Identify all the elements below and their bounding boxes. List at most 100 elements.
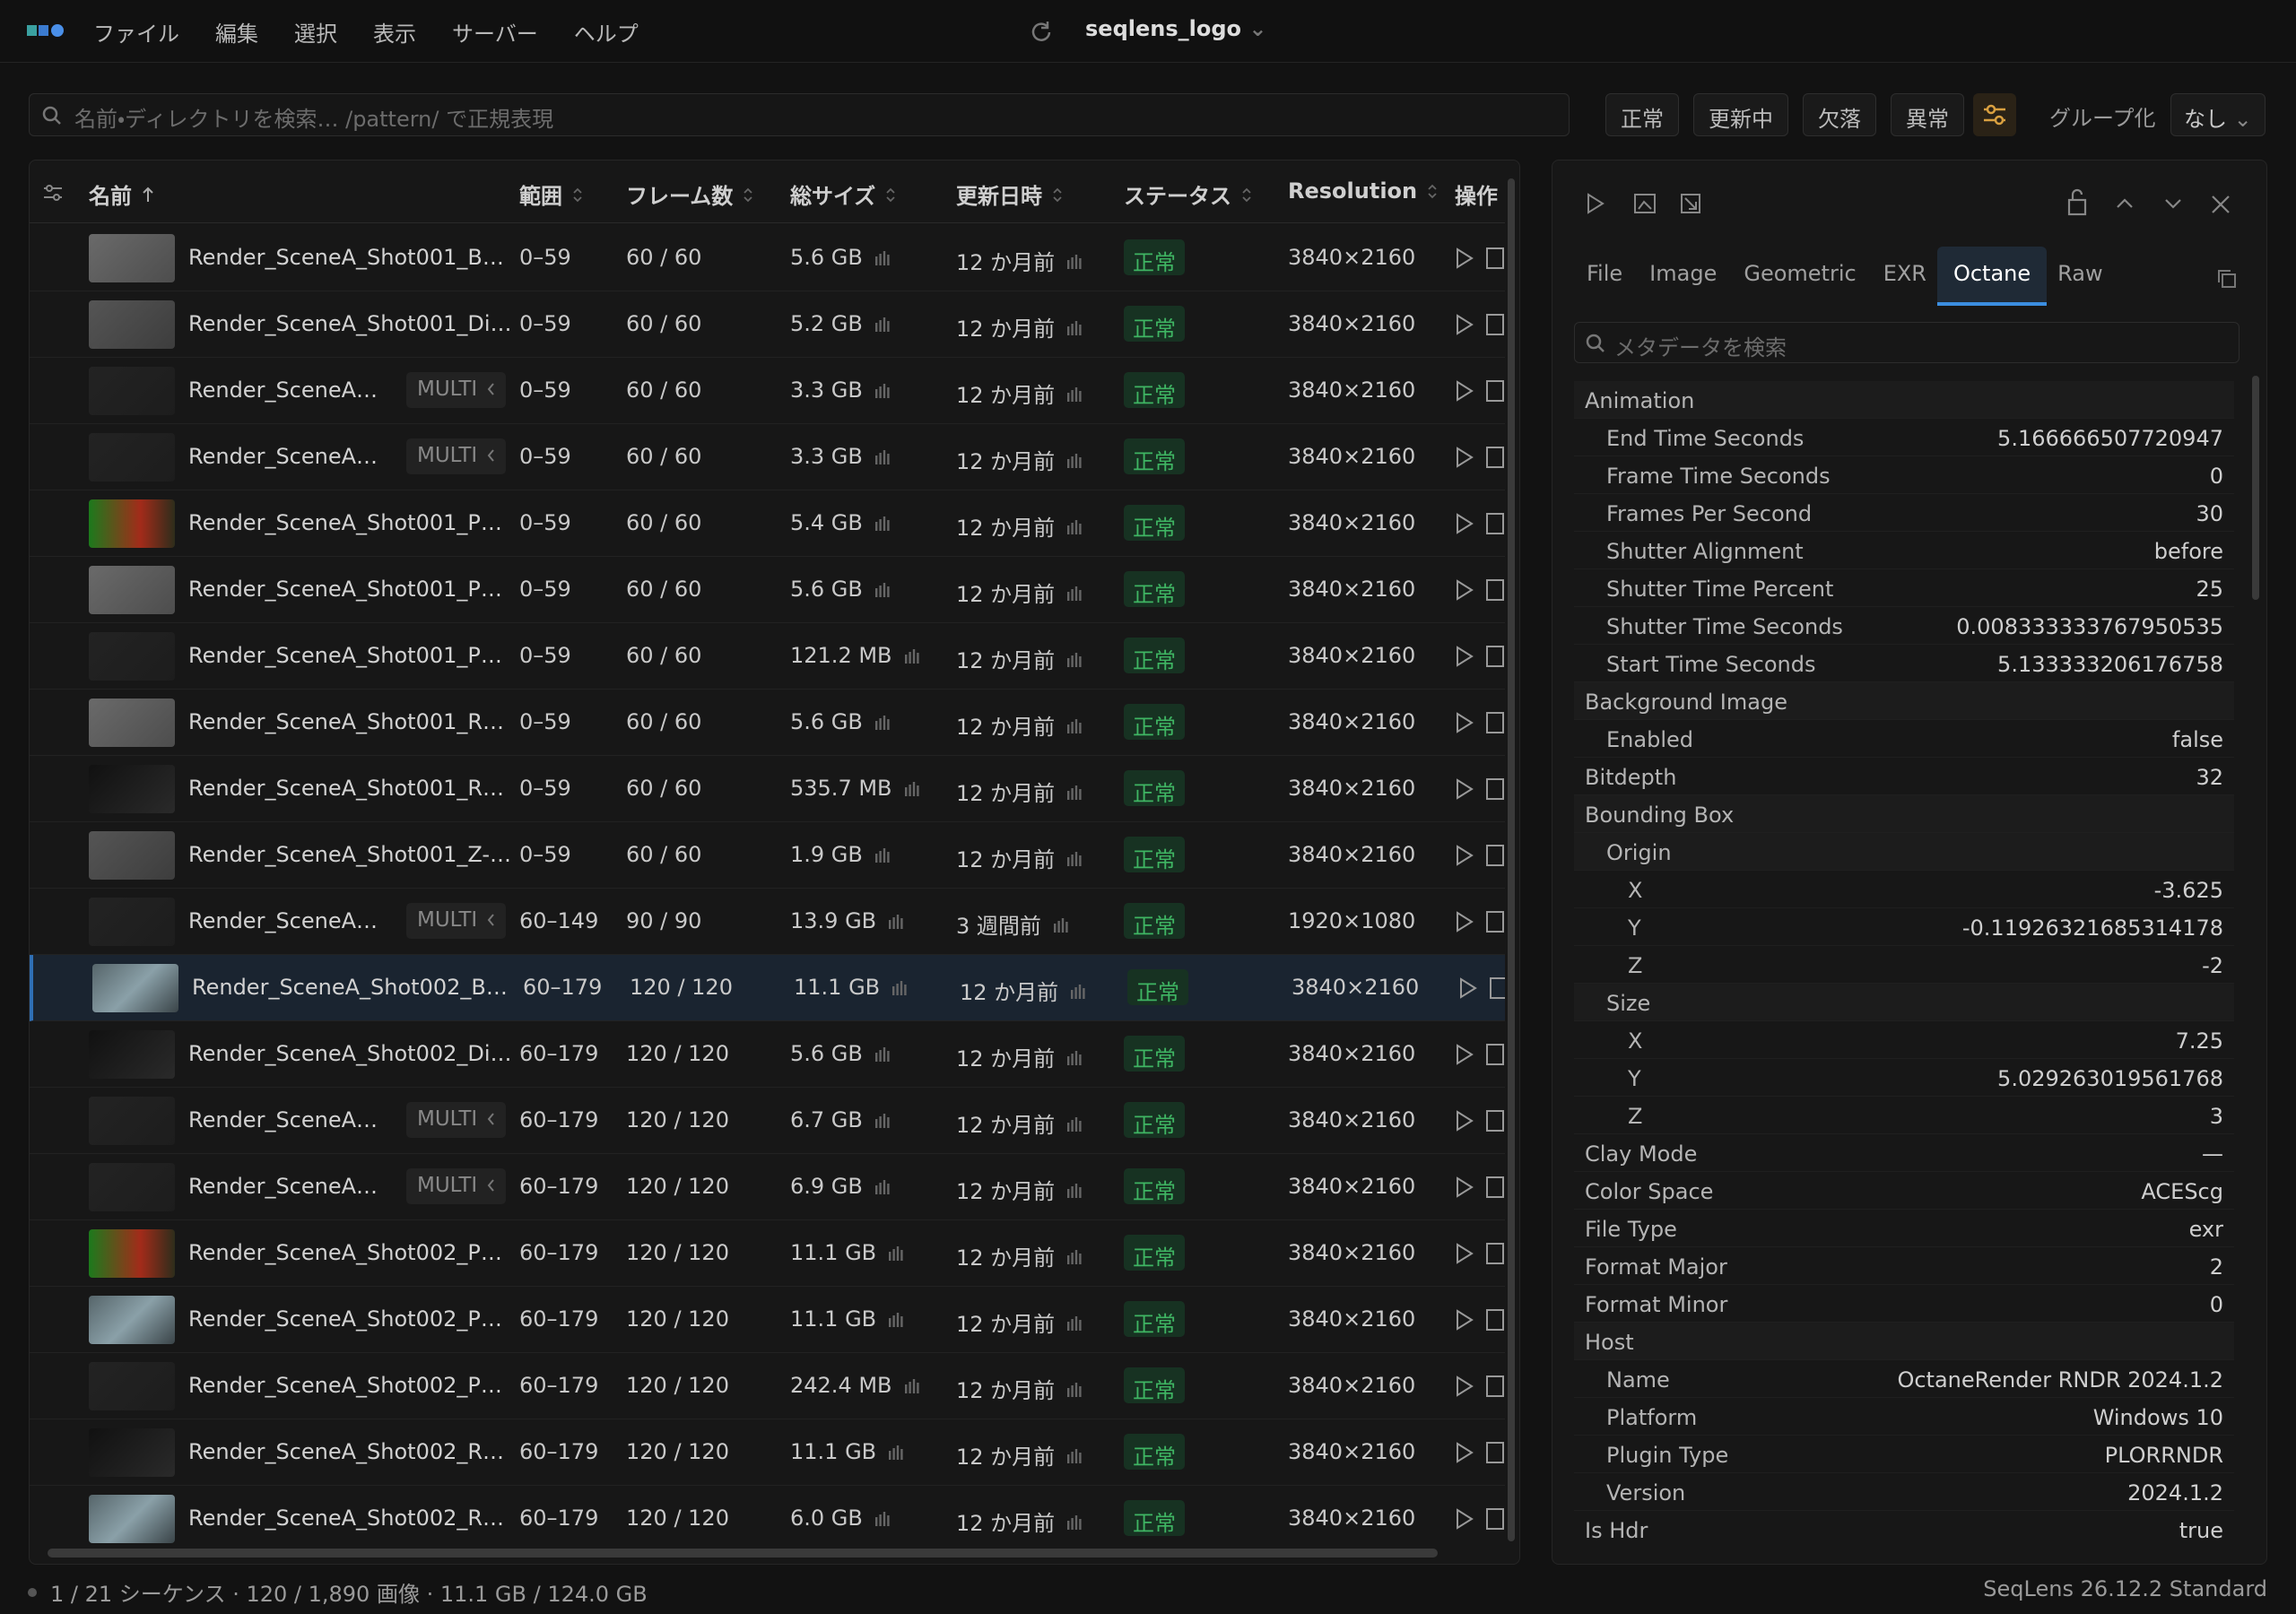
column-header[interactable]: Resolution [1288, 178, 1439, 204]
filter-button[interactable]: 異常 [1891, 93, 1964, 136]
sequence-row[interactable]: Render_SceneA_Shot001_P… 0–59 60 / 60 121.2… [30, 623, 1505, 690]
sequence-row[interactable]: Render_SceneA_Shot001_Di… 0–59 60 / 60 5.2 … [30, 291, 1505, 358]
frame-count: 120 / 120 [626, 1107, 729, 1132]
sequence-row[interactable]: Render_SceneA… MULTI 60–179 120 / 120 6.9 GB… [30, 1154, 1505, 1220]
row-actions[interactable] [1458, 976, 1505, 1002]
tab[interactable]: File [1587, 261, 1623, 286]
tab[interactable]: EXR [1883, 261, 1926, 286]
sequence-name: Render_SceneA_Shot001_P… [188, 577, 502, 602]
document-title[interactable]: seqlens_logo ⌄ [1085, 16, 1266, 41]
sequence-row[interactable]: Render_SceneA_Shot002_P… 60–179 120 / 120 1… [30, 1287, 1505, 1353]
updated-at: 12 か月前 [956, 1439, 1082, 1471]
menu-item[interactable]: ヘルプ [573, 21, 639, 47]
row-actions[interactable] [1455, 645, 1505, 670]
row-actions[interactable] [1455, 1375, 1505, 1400]
column-header[interactable]: 操作 [1455, 178, 1498, 210]
sequence-row[interactable]: Render_SceneA_Shot001_P… 0–59 60 / 60 5.6 G… [30, 557, 1505, 623]
badge-text: MULTI [417, 1107, 478, 1131]
column-header[interactable]: フレーム数 [626, 178, 754, 210]
size-chart [874, 714, 890, 730]
sequence-row[interactable]: Render_SceneA_Shot001_B… 0–59 60 / 60 5.6 G… [30, 225, 1505, 291]
sparkline-icon [1067, 1183, 1082, 1198]
size-text: 1.9 GB [790, 842, 863, 867]
chevron-icon [487, 449, 494, 462]
menu-item[interactable]: 編集 [215, 21, 258, 47]
sequence-row[interactable]: Render_SceneA… MULTI 60–149 90 / 90 13.9 GB 3… [30, 889, 1505, 955]
panel-controls[interactable] [2066, 187, 2245, 218]
row-actions[interactable] [1455, 711, 1505, 736]
filter-button[interactable]: 欠落 [1803, 93, 1876, 136]
total-size: 11.1 GB [790, 1240, 903, 1265]
column-header[interactable]: 範囲 [519, 178, 584, 210]
filter-settings-button[interactable] [1973, 93, 2016, 136]
sequence-row[interactable]: Render_SceneA_Shot002_B… 60–179 120 / 120 1… [30, 955, 1505, 1021]
sequence-row[interactable]: Render_SceneA_Shot001_P… 0–59 60 / 60 5.4 G… [30, 490, 1505, 557]
menu-item[interactable]: 選択 [294, 21, 337, 47]
sparkline-icon [889, 1313, 903, 1327]
tab[interactable]: Raw [2057, 261, 2103, 286]
row-actions[interactable] [1455, 1507, 1505, 1532]
property-row: Bounding Box [1574, 795, 2234, 833]
sequence-row[interactable]: Render_SceneA… MULTI 60–179 120 / 120 6.7 GB… [30, 1088, 1505, 1154]
panel-actions[interactable] [1585, 191, 1701, 218]
action-icons [1457, 513, 1504, 534]
updated-at: 12 か月前 [956, 842, 1082, 873]
row-actions[interactable] [1455, 446, 1505, 471]
refresh-icon[interactable] [1030, 20, 1053, 43]
sequence-row[interactable]: Render_SceneA_Shot001_Z-… 0–59 60 / 60 1.9 … [30, 822, 1505, 889]
panel-scrollbar[interactable] [2252, 376, 2259, 600]
tab[interactable]: Octane [1936, 247, 2048, 306]
column-header[interactable]: ステータス [1124, 178, 1253, 210]
sequence-row[interactable]: Render_SceneA_Shot002_R… 60–179 120 / 120 6… [30, 1486, 1505, 1543]
horizontal-scrollbar[interactable] [48, 1549, 1438, 1558]
column-settings-icon[interactable] [42, 182, 64, 204]
row-actions[interactable] [1455, 313, 1505, 338]
sparkline-icon [1067, 1315, 1082, 1331]
menu-item[interactable]: 表示 [373, 21, 416, 47]
row-actions[interactable] [1455, 1308, 1505, 1333]
property-row: Host [1574, 1323, 2234, 1360]
row-actions[interactable] [1455, 512, 1505, 537]
column-header[interactable]: 総サイズ [790, 178, 897, 210]
sequence-row[interactable]: Render_SceneA_Shot002_R… 60–179 120 / 120 1… [30, 1419, 1505, 1486]
column-header[interactable]: 名前 [89, 178, 155, 210]
property-label: Is Hdr [1585, 1518, 1648, 1543]
row-actions[interactable] [1455, 844, 1505, 869]
sequence-row[interactable]: Render_SceneA_Shot001_R… 0–59 60 / 60 535.7… [30, 756, 1505, 822]
property-row: Shutter Alignment before [1574, 532, 2234, 569]
row-actions[interactable] [1455, 247, 1505, 272]
total-size: 11.1 GB [794, 975, 907, 1000]
tab[interactable]: Image [1649, 261, 1718, 286]
sparkline-icon [874, 251, 890, 265]
sequence-row[interactable]: Render_SceneA… MULTI 0–59 60 / 60 3.3 GB 12 か… [30, 358, 1505, 424]
tab[interactable]: Geometric [1744, 261, 1857, 286]
metadata-search-input[interactable]: メタデータを検索 [1574, 322, 2239, 363]
group-select[interactable]: なし ⌄ [2170, 93, 2266, 136]
sequence-row[interactable]: Render_SceneA… MULTI 0–59 60 / 60 3.3 GB 12 か… [30, 424, 1505, 490]
vertical-scrollbar[interactable] [1508, 178, 1515, 1541]
property-label: Enabled [1606, 727, 1693, 752]
multi-badge: MULTI [406, 372, 507, 408]
row-actions[interactable] [1455, 1043, 1505, 1068]
menu-item[interactable]: サーバー [452, 21, 538, 47]
row-actions[interactable] [1455, 1109, 1505, 1134]
sequence-row[interactable]: Render_SceneA_Shot002_Di… 60–179 120 / 120… [30, 1021, 1505, 1088]
row-actions[interactable] [1455, 1176, 1505, 1201]
filter-button[interactable]: 更新中 [1693, 93, 1788, 136]
sequence-row[interactable]: Render_SceneA_Shot002_P… 60–179 120 / 120 1… [30, 1220, 1505, 1287]
column-header[interactable]: 更新日時 [956, 178, 1064, 210]
menu-item[interactable]: ファイル [93, 21, 179, 47]
search-input[interactable]: 名前・ディレクトリを検索… /pattern/ で正規表現 [29, 93, 1570, 136]
row-actions[interactable] [1455, 777, 1505, 803]
metadata-search-placeholder: メタデータを検索 [1614, 335, 1787, 360]
row-actions[interactable] [1455, 910, 1505, 935]
sequence-row[interactable]: Render_SceneA_Shot002_P… 60–179 120 / 120 2… [30, 1353, 1505, 1419]
frame-range: 60–179 [519, 1306, 599, 1332]
sequence-row[interactable]: Render_SceneA_Shot001_R… 0–59 60 / 60 5.6 G… [30, 690, 1505, 756]
filter-button[interactable]: 正常 [1605, 93, 1679, 136]
row-actions[interactable] [1455, 1441, 1505, 1466]
row-actions[interactable] [1455, 578, 1505, 603]
row-actions[interactable] [1455, 379, 1505, 404]
copy-icon[interactable] [2216, 268, 2238, 290]
row-actions[interactable] [1455, 1242, 1505, 1267]
